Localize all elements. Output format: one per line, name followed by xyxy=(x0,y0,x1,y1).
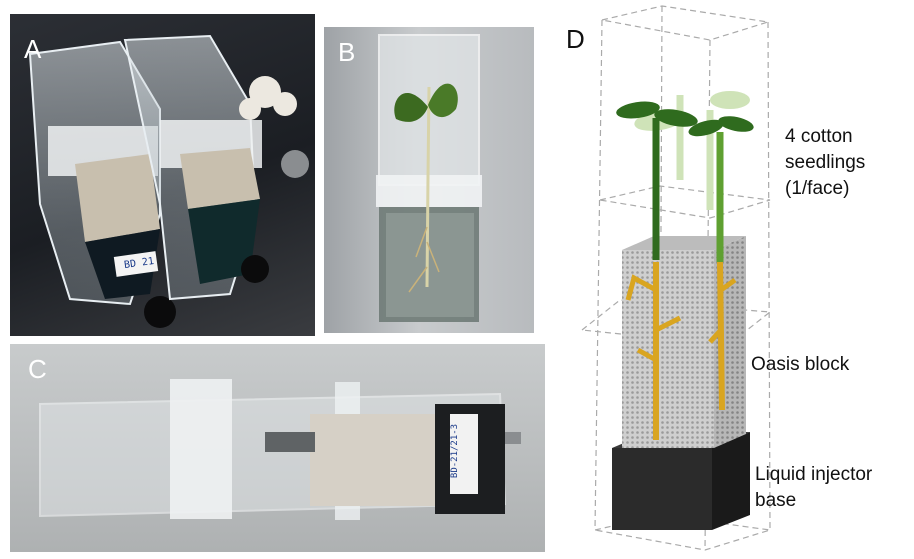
panel-letter-b: B xyxy=(338,37,356,67)
seedling-side xyxy=(688,116,754,411)
label-oasis-block: Oasis block xyxy=(751,354,850,375)
photo-c-chamber xyxy=(39,379,521,520)
oasis-block xyxy=(622,236,746,448)
panel-letter-d: D xyxy=(566,24,585,54)
photo-b-chamber xyxy=(376,34,482,322)
seedling-chamber-diagram xyxy=(580,5,772,551)
panel-letter-a: A xyxy=(24,34,42,64)
label-base-line-2: base xyxy=(755,490,797,511)
panel-letter-c: C xyxy=(28,354,47,384)
diagram-panel-d: D 4 cotton seedlings (1/face) Oasis bloc… xyxy=(560,0,914,559)
chamber-label-c: BD-21/21-3 xyxy=(450,423,461,479)
label-seedlings-line-2: seedlings xyxy=(785,152,866,173)
photo-panel-a: A BD 21 xyxy=(10,14,315,336)
photo-panel-c: C BD-21/21-3 xyxy=(10,344,545,552)
seedling-front xyxy=(616,101,698,440)
label-seedlings-line-3: (1/face) xyxy=(785,178,850,199)
photo-a-chambers xyxy=(28,34,309,328)
label-seedlings-line-1: 4 cotton xyxy=(785,126,853,147)
photo-panel-b: B xyxy=(324,27,534,333)
label-base-line-1: Liquid injector xyxy=(755,464,873,485)
